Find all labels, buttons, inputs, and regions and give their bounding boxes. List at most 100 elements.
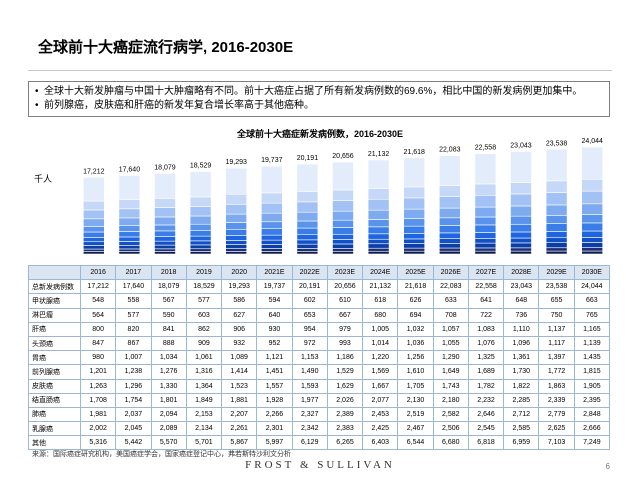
table-cell: 24,044 bbox=[573, 279, 611, 295]
bar-segment-2027E-1 bbox=[474, 247, 497, 252]
table-cell: 2,582 bbox=[432, 406, 469, 423]
bar-segment-2017-1 bbox=[118, 248, 141, 252]
bar-segment-2029E-9 bbox=[545, 180, 568, 193]
table-cell: 1,034 bbox=[150, 350, 187, 366]
bar-segment-2028E-4 bbox=[510, 231, 532, 239]
bar-segment-2025E-2 bbox=[403, 243, 426, 249]
bar-segment-2019-6 bbox=[189, 223, 212, 231]
table-cell: 627 bbox=[221, 307, 258, 323]
table-cell: 20,191 bbox=[291, 279, 328, 295]
chart-title: 全球前十大癌症新发病例数，2016-2030E bbox=[236, 129, 404, 139]
table-cell: 1,007 bbox=[115, 350, 152, 366]
bar-segment-2027E-4 bbox=[474, 232, 497, 239]
x-tick-label: 2016 bbox=[79, 264, 117, 281]
table-cell: 1,055 bbox=[432, 335, 469, 352]
table-cell: 2,395 bbox=[573, 392, 611, 408]
bar-total-label: 22,558 bbox=[475, 145, 497, 152]
table-cell: 21,132 bbox=[362, 279, 399, 295]
title-divider bbox=[28, 70, 612, 71]
table-cell: 1,238 bbox=[115, 364, 152, 380]
table-cell: 1,121 bbox=[256, 350, 293, 366]
table-cell: 603 bbox=[185, 307, 223, 323]
bar-segment-2029E-6 bbox=[545, 215, 568, 224]
bar-segment-2029E-10 bbox=[545, 148, 568, 182]
data-table: 2016 2017 2018 2019 2020 2021E 2022E 2023E 2024E… bbox=[28, 264, 611, 451]
bar-segment-2025E-5 bbox=[403, 225, 426, 234]
bar-segment-2017-4 bbox=[118, 236, 141, 242]
table-cell: 567 bbox=[150, 293, 187, 309]
x-tick-label: 2018 bbox=[150, 264, 187, 281]
bar-segment-2024E-8 bbox=[367, 198, 390, 211]
table-cell: 1,117 bbox=[538, 335, 575, 352]
bar-segment-2028E-10 bbox=[510, 151, 532, 183]
bar-total-label: 18,529 bbox=[190, 163, 212, 170]
table-cell: 6,129 bbox=[291, 435, 328, 451]
table-cell: 1,629 bbox=[326, 378, 364, 394]
unit-label: 千人 bbox=[34, 174, 53, 184]
table-cell: 979 bbox=[326, 321, 364, 337]
bar-segment-2021E-10 bbox=[260, 165, 283, 194]
bar-segment-2020-5 bbox=[225, 228, 247, 236]
row-label: 结直肠癌 bbox=[28, 392, 81, 408]
table-cell: 841 bbox=[150, 321, 187, 337]
bar-segment-2016-1 bbox=[83, 248, 105, 252]
table-cell: 2,779 bbox=[538, 406, 575, 423]
bullet-dot-icon: • bbox=[35, 86, 39, 97]
bar-segment-2019-10 bbox=[189, 171, 212, 198]
table-cell: 648 bbox=[503, 293, 540, 309]
table-cell: 2,646 bbox=[467, 406, 505, 423]
table-cell: 2,467 bbox=[397, 421, 434, 437]
table-cell: 2,519 bbox=[397, 406, 434, 423]
bar-segment-2027E-9 bbox=[474, 183, 497, 196]
bar-segment-2029E-2 bbox=[545, 242, 568, 249]
table-cell: 653 bbox=[291, 307, 328, 323]
table-cell: 1,263 bbox=[79, 378, 117, 394]
bar-segment-2019-5 bbox=[189, 229, 212, 237]
table-cell: 2,545 bbox=[467, 421, 505, 437]
table-cell: 2,625 bbox=[538, 421, 575, 437]
bar-segment-2022E-10 bbox=[296, 163, 319, 192]
table-cell: 6,680 bbox=[432, 435, 469, 451]
table-cell: 1,083 bbox=[467, 321, 505, 337]
table-cell: 2,232 bbox=[467, 392, 505, 408]
bar-segment-2025E-4 bbox=[403, 233, 426, 240]
table-cell: 930 bbox=[256, 321, 293, 337]
table-cell: 2,425 bbox=[362, 421, 399, 437]
bar-segment-2029E-7 bbox=[545, 204, 568, 216]
table-cell: 2,506 bbox=[432, 421, 469, 437]
table-cell: 1,529 bbox=[326, 364, 364, 380]
bar-segment-2027E-5 bbox=[474, 224, 497, 233]
bar-segment-2021E-4 bbox=[260, 234, 283, 241]
bar-segment-2028E-7 bbox=[510, 205, 532, 217]
table-header-row: 2016 2017 2018 2019 2020 2021E 2022E 2023E 2024E… bbox=[28, 264, 611, 281]
table-cell: 1,490 bbox=[291, 364, 328, 380]
table-cell: 5,701 bbox=[185, 435, 223, 451]
table-cell: 5,442 bbox=[115, 435, 152, 451]
bar-segment-2018-3 bbox=[154, 240, 176, 246]
table-cell: 1,708 bbox=[79, 392, 117, 408]
table-cell: 993 bbox=[326, 335, 364, 352]
table-cell: 577 bbox=[115, 307, 152, 323]
table-cell: 663 bbox=[573, 293, 611, 309]
table-cell: 867 bbox=[115, 335, 152, 352]
bar-segment-2020-7 bbox=[225, 213, 247, 223]
table-cell: 1,743 bbox=[432, 378, 469, 394]
table-cell: 2,266 bbox=[256, 406, 293, 423]
table-cell: 1,220 bbox=[362, 350, 399, 366]
row-label: 前列腺癌 bbox=[28, 364, 81, 380]
x-tick-label: 2023E bbox=[326, 264, 364, 281]
bar-segment-2018-10 bbox=[154, 173, 176, 199]
bar-segment-2027E-0 bbox=[474, 250, 497, 255]
frost-sullivan-logo: FROST & SULLIVAN bbox=[245, 459, 395, 471]
bar-segment-2026E-9 bbox=[438, 185, 461, 197]
table-cell: 1,772 bbox=[538, 364, 575, 380]
bar-segment-2021E-7 bbox=[260, 212, 283, 223]
table-cell: 19,737 bbox=[256, 279, 293, 295]
table-cell: 1,089 bbox=[221, 350, 258, 366]
table-cell: 2,207 bbox=[221, 406, 258, 423]
table-cell: 694 bbox=[397, 307, 434, 323]
bar-segment-2016-10 bbox=[83, 177, 105, 202]
bar-segment-2026E-3 bbox=[438, 238, 461, 244]
bar-segment-2030E-8 bbox=[581, 190, 604, 205]
bar-segment-2016-9 bbox=[83, 200, 105, 211]
